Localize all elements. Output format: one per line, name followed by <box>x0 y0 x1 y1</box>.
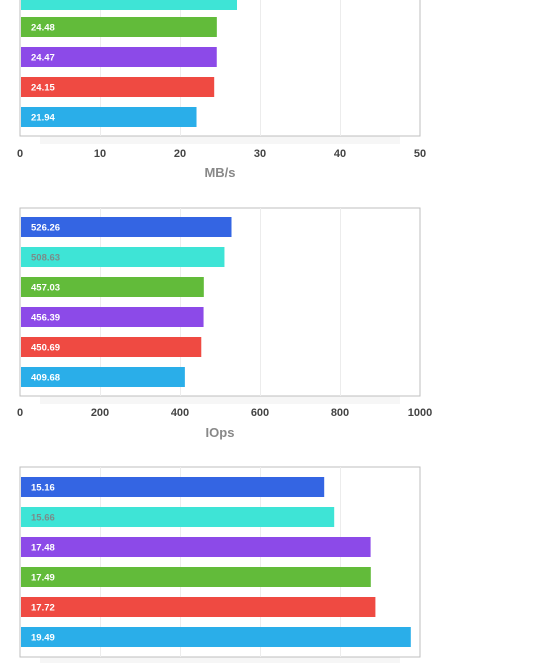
plot-frame <box>19 207 421 397</box>
bar-3 <box>21 537 371 557</box>
bar-value-label-2: 508.63 <box>31 253 60 264</box>
bar-5 <box>21 337 202 357</box>
bar-value-label-3: 24.47 <box>31 53 55 64</box>
panel-shadow <box>40 396 400 404</box>
x-tick-label-600: 600 <box>251 407 269 419</box>
chart-panel-1: 24.48 24.47 24.15 21.94 0 10 20 30 40 50 MB/s <box>17 0 426 180</box>
x-tick-label-10: 10 <box>94 148 106 160</box>
bar-4 <box>21 567 371 587</box>
bar-2 <box>21 247 225 267</box>
panel-shadow <box>40 136 400 144</box>
x-tick-label-20: 20 <box>174 148 186 160</box>
x-tick-label-400: 400 <box>171 407 189 419</box>
x-tick-label-800: 800 <box>331 407 349 419</box>
bar-6 <box>21 627 411 647</box>
bar-3 <box>21 277 204 297</box>
x-tick-label-0: 0 <box>17 148 23 160</box>
bar-4 <box>21 77 215 97</box>
x-tick-label-1000: 1000 <box>408 407 432 419</box>
x-tick-label-30: 30 <box>254 148 266 160</box>
bar-value-label-6: 409.68 <box>31 373 60 384</box>
chart-panel-3: 15.16 15.66 17.48 17.49 17.72 19.49 <box>19 466 421 663</box>
panel-shadow <box>40 657 400 663</box>
bar-1 <box>21 477 325 497</box>
plot-frame <box>19 466 421 658</box>
bar-value-label-4: 24.15 <box>31 83 55 94</box>
bar-1 <box>21 0 237 10</box>
x-tick-label-0: 0 <box>17 407 23 419</box>
bar-value-label-4: 17.49 <box>31 573 55 584</box>
bar-5 <box>21 107 197 127</box>
x-axis-title: MB/s <box>204 165 235 180</box>
chart-panel-2: 526.26 508.63 457.03 456.39 450.69 409.68 0 200… <box>17 207 432 440</box>
bar-value-label-3: 457.03 <box>31 283 60 294</box>
bar-value-label-5: 21.94 <box>31 113 55 124</box>
bar-2 <box>21 507 335 527</box>
bar-value-label-5: 17.72 <box>31 603 55 614</box>
bar-value-label-2: 24.48 <box>31 23 55 34</box>
x-tick-label-50: 50 <box>414 148 426 160</box>
bar-value-label-3: 17.48 <box>31 543 55 554</box>
bar-4 <box>21 307 204 327</box>
bar-6 <box>21 367 185 387</box>
x-tick-label-40: 40 <box>334 148 346 160</box>
bar-value-label-2: 15.66 <box>31 513 55 524</box>
bar-3 <box>21 47 217 67</box>
bar-value-label-5: 450.69 <box>31 343 60 354</box>
x-tick-label-200: 200 <box>91 407 109 419</box>
bar-2 <box>21 17 217 37</box>
bar-value-label-1: 15.16 <box>31 483 55 494</box>
x-axis-title: IOps <box>206 425 235 440</box>
bar-5 <box>21 597 376 617</box>
bar-1 <box>21 217 232 237</box>
bar-value-label-6: 19.49 <box>31 633 55 644</box>
bar-value-label-1: 526.26 <box>31 223 60 234</box>
bar-value-label-4: 456.39 <box>31 313 60 324</box>
